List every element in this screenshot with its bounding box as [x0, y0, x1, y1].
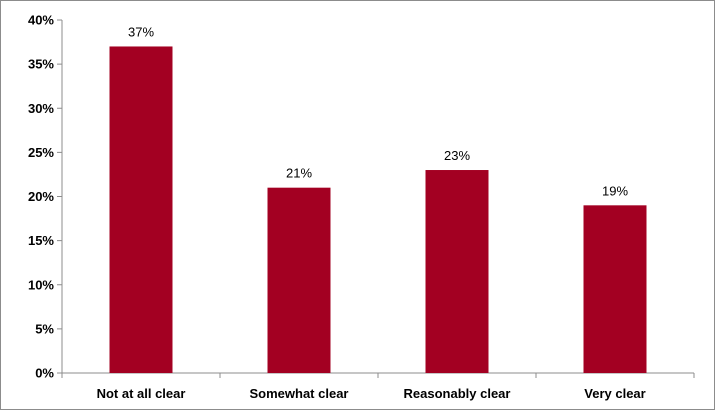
y-tick-label: 30% [28, 101, 54, 116]
y-tick-label: 10% [28, 277, 54, 292]
y-tick-label: 35% [28, 57, 54, 72]
y-tick-label: 5% [35, 321, 54, 336]
x-category-label: Not at all clear [97, 386, 186, 401]
x-category-label: Somewhat clear [250, 386, 349, 401]
y-tick-label: 40% [28, 13, 54, 28]
x-category-label: Very clear [584, 386, 645, 401]
x-category-label: Reasonably clear [404, 386, 511, 401]
x-axis: Not at all clear Somewhat clear Reasonably… [61, 372, 695, 401]
y-tick-label: 25% [28, 145, 54, 160]
data-label: 37% [128, 24, 154, 39]
bars [109, 46, 647, 373]
bar [267, 187, 331, 373]
bar [425, 170, 489, 373]
y-tick-label: 15% [28, 233, 54, 248]
data-label: 23% [444, 148, 470, 163]
bar [109, 46, 173, 373]
y-tick-label: 20% [28, 189, 54, 204]
data-labels: 37% 21% 23% 19% [128, 24, 628, 198]
data-label: 19% [602, 183, 628, 198]
data-label: 21% [286, 166, 312, 181]
y-tick-label: 0% [35, 366, 54, 381]
y-axis: 0% 5% 10% 15% 20% 25% 30% 35% 40% [28, 13, 63, 381]
bar [583, 205, 647, 373]
